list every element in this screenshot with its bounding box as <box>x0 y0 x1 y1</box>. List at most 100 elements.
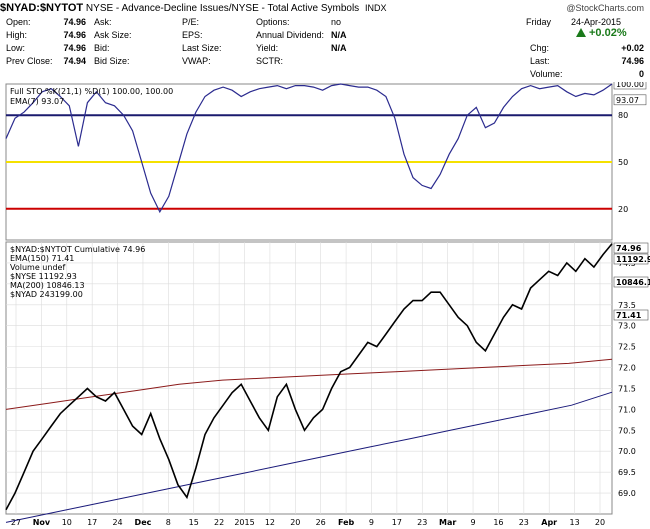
day-label: Friday <box>526 17 552 27</box>
x-tick-label: Apr <box>541 518 557 527</box>
up-arrow-icon <box>576 28 586 39</box>
price-value-tag: 74.96 <box>616 244 642 253</box>
price-tick-label: 69.0 <box>618 489 636 498</box>
x-tick-label: 13 <box>570 518 580 527</box>
price-frame <box>5 241 613 515</box>
high-value: 74.96 <box>63 30 86 40</box>
price-value-tag-box <box>613 309 649 321</box>
price-tick-label: 70.5 <box>618 426 636 435</box>
price-value-tag-box <box>613 276 649 288</box>
x-tick-label: 20 <box>290 518 300 527</box>
price-panel: 74.574.073.573.072.572.071.571.070.570.0… <box>5 241 650 527</box>
price-tick-label: 73.0 <box>618 322 636 331</box>
price-value-tag-box <box>613 253 649 265</box>
high-label: High: <box>6 30 28 40</box>
price-value-tag: 10846.1 <box>616 278 650 287</box>
price-legend-2: Volume undef <box>10 263 65 272</box>
sto-legend-0: Full STO %K(21,1) %D(1) 100.00, 100.00 <box>10 87 173 96</box>
price-tick-label: 69.5 <box>618 468 636 477</box>
x-tick-label: 27 <box>11 518 21 527</box>
price-tick-label: 71.5 <box>618 384 636 393</box>
price-value-tag: 71.41 <box>616 311 642 320</box>
date-label: 24-Apr-2015 <box>571 17 622 27</box>
x-tick-label: 8 <box>166 518 171 527</box>
vwap-label: VWAP: <box>182 56 211 66</box>
x-tick-label: 24 <box>112 518 122 527</box>
watermark: @StockCharts.com <box>566 3 644 13</box>
x-tick-label: 12 <box>265 518 275 527</box>
symbol: $NYAD:$NYTOT <box>0 2 84 14</box>
x-tick-label: 16 <box>493 518 503 527</box>
last-size-label: Last Size: <box>182 43 222 53</box>
x-tick-label: 10 <box>62 518 72 527</box>
options-label: Options: <box>256 17 290 27</box>
quote-table: Open: 74.96 High: 74.96 Low: 74.96 Prev … <box>6 17 644 82</box>
x-tick-label: 2015 <box>234 518 254 527</box>
x-tick-label: 9 <box>369 518 374 527</box>
price-legend-1: EMA(150) 71.41 <box>10 254 74 263</box>
yield-label: Yield: <box>256 43 279 53</box>
stochastic-panel: 80 50 20 Full STO %K(21,1) %D(1) 100.00, 10… <box>5 82 647 241</box>
price-legend-0: $NYAD:$NYTOT Cumulative 74.96 <box>10 245 145 254</box>
ema150-line <box>5 391 613 523</box>
x-tick-label: Mar <box>439 518 456 527</box>
sto-value-tag-box <box>613 94 647 106</box>
x-tick-label: 17 <box>87 518 97 527</box>
sto-tick-label: 50 <box>618 158 628 167</box>
price-legend-3: $NYSE 11192.93 <box>10 272 77 281</box>
sto-tick-label: 20 <box>618 205 628 214</box>
annual-dividend-label: Annual Dividend: <box>256 30 325 40</box>
price-value-tag-box <box>613 242 649 254</box>
cumulative-line <box>5 243 613 511</box>
price-tick-label: 71.0 <box>618 405 636 414</box>
open-label: Open: <box>6 17 31 27</box>
chart-area: 80 50 20 Full STO %K(21,1) %D(1) 100.00, 10… <box>5 82 650 527</box>
chg-value: +0.02 <box>621 43 644 53</box>
annual-dividend-value: N/A <box>331 30 347 40</box>
sctr-label: SCTR: <box>256 56 283 66</box>
ma200-line <box>5 358 613 410</box>
price-value-tag: 11192.9 <box>616 255 650 264</box>
x-tick-label: Dec <box>135 518 152 527</box>
price-tick-label: 72.0 <box>618 364 636 373</box>
pe-label: P/E: <box>182 17 200 27</box>
x-tick-label: 17 <box>392 518 402 527</box>
sto-legend-1: EMA(7) 93.07 <box>10 97 64 106</box>
chart-title-bar: $NYAD:$NYTOT NYSE - Advance-Decline Issu… <box>0 0 650 16</box>
open-value: 74.96 <box>63 17 86 27</box>
sto-line <box>5 83 613 214</box>
bid-size-label: Bid Size: <box>94 56 130 66</box>
bid-label: Bid: <box>94 43 110 53</box>
price-tick-label: 70.0 <box>618 447 636 456</box>
price-legend-4: MA(200) 10846.13 <box>10 281 85 290</box>
x-tick-label: 23 <box>519 518 529 527</box>
ask-size-label: Ask Size: <box>94 30 132 40</box>
eps-label: EPS: <box>182 30 203 40</box>
last-value: 74.96 <box>621 56 644 66</box>
chg-label: Chg: <box>530 43 550 53</box>
low-value: 74.96 <box>63 43 86 53</box>
yield-value: N/A <box>331 43 347 53</box>
x-tick-label: 26 <box>316 518 326 527</box>
price-tick-label: 72.5 <box>618 343 636 352</box>
price-legend-5: $NYAD 243199.00 <box>10 290 83 299</box>
description: NYSE - Advance-Decline Issues/NYSE - Tot… <box>85 3 360 14</box>
volume-label: Volume: <box>530 69 563 79</box>
volume-value: 0 <box>638 69 644 79</box>
x-tick-label: 9 <box>470 518 475 527</box>
options-value: no <box>331 17 342 27</box>
x-tick-label: 23 <box>417 518 427 527</box>
exchange: INDX <box>364 3 387 13</box>
sto-tick-label: 80 <box>618 111 628 120</box>
x-tick-label: 15 <box>189 518 199 527</box>
x-tick-label: Feb <box>338 518 355 527</box>
sto-value-tag: 100.00 <box>616 82 644 89</box>
sto-value-tag: 93.07 <box>616 96 639 105</box>
ask-label: Ask: <box>94 17 112 27</box>
sto-value-tag-box <box>613 82 647 90</box>
change-percent: +0.02% <box>589 27 627 39</box>
price-tick-label: 73.5 <box>618 301 636 310</box>
x-tick-label: 20 <box>595 518 605 527</box>
last-label: Last: <box>530 56 550 66</box>
prev-close-value: 74.94 <box>63 56 86 66</box>
